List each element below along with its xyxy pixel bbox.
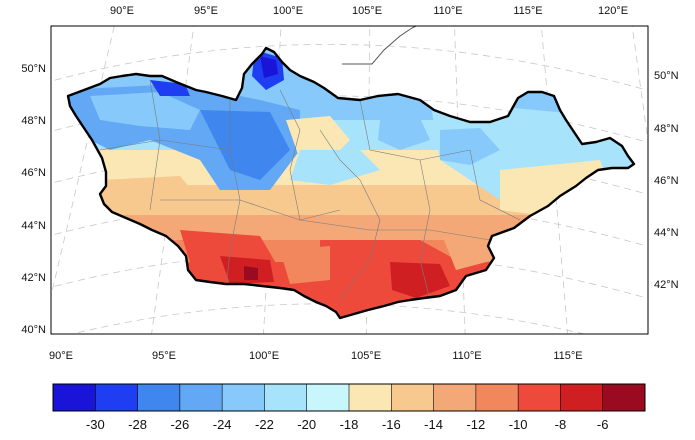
colorbar-label: -20 <box>297 417 316 432</box>
colorbar-swatch <box>137 384 181 411</box>
left-lat-label: 46°N <box>21 167 46 179</box>
top-lon-label: 100°E <box>273 5 303 17</box>
right-latitude-axis: 50°N 48°N 46°N 44°N 42°N <box>654 70 679 291</box>
colorbar-swatch <box>560 384 604 411</box>
bottom-lon-label: 90°E <box>49 350 73 362</box>
colorbar-swatch <box>391 384 434 411</box>
top-lon-label: 120°E <box>598 5 628 17</box>
colorbar-label: -30 <box>86 417 105 432</box>
colorbar-label: -24 <box>213 417 232 432</box>
temperature-field <box>68 48 634 318</box>
left-latitude-axis: 50°N 48°N 46°N 44°N 42°N 40°N <box>21 63 46 336</box>
right-lat-label: 42°N <box>654 279 679 291</box>
bottom-lon-label: 115°E <box>553 350 582 362</box>
left-lat-label: 50°N <box>21 63 46 75</box>
colorbar-swatch <box>518 384 561 411</box>
left-lat-label: 40°N <box>21 324 46 336</box>
colorbar-swatch <box>179 384 223 411</box>
right-lat-label: 48°N <box>654 123 679 135</box>
bottom-lon-label: 95°E <box>152 350 176 362</box>
colorbar-label: -6 <box>597 417 609 432</box>
colorbar-swatch <box>602 384 646 411</box>
colorbar-label: -8 <box>555 417 567 432</box>
top-lon-label: 90°E <box>110 5 134 17</box>
colorbar-swatch <box>306 384 350 411</box>
right-lat-label: 44°N <box>654 227 679 239</box>
top-lon-label: 110°E <box>433 5 462 17</box>
bottom-lon-label: 105°E <box>351 350 381 362</box>
colorbar-swatch <box>349 384 392 411</box>
province-boundaries <box>99 79 521 301</box>
colorbar-label: -28 <box>128 417 147 432</box>
colorbar-label: -18 <box>340 417 359 432</box>
bottom-lon-label: 100°E <box>249 350 279 362</box>
colorbar-label: -12 <box>466 417 485 432</box>
colorbar-label: -22 <box>255 417 274 432</box>
top-longitude-axis: 90°E 95°E 100°E 105°E 110°E 115°E 120°E <box>110 5 628 17</box>
colorbar: -30 -28 -26 -24 -22 -20 -18 -16 -14 -12 -10 -8 -6 <box>52 383 646 432</box>
colorbar-swatch <box>475 384 519 411</box>
colorbar-swatch <box>222 384 265 411</box>
top-lon-label: 105°E <box>352 5 382 17</box>
right-lat-label: 50°N <box>654 70 679 82</box>
bottom-lon-label: 110°E <box>452 350 481 362</box>
neighbor-border-line <box>342 25 417 65</box>
top-lon-label: 115°E <box>513 5 542 17</box>
colorbar-label: -26 <box>170 417 189 432</box>
colorbar-label: -14 <box>424 417 443 432</box>
bottom-longitude-axis: 90°E 95°E 100°E 105°E 110°E 115°E <box>49 350 583 362</box>
top-lon-label: 95°E <box>194 5 218 17</box>
left-lat-label: 42°N <box>21 272 46 284</box>
colorbar-swatch <box>433 384 477 411</box>
colorbar-swatch <box>264 384 308 411</box>
colorbar-swatch <box>53 384 96 411</box>
colorbar-label: -10 <box>509 417 528 432</box>
colorbar-label: -16 <box>382 417 401 432</box>
left-lat-label: 44°N <box>21 220 46 232</box>
left-lat-label: 48°N <box>21 115 46 127</box>
map-frame <box>50 25 649 335</box>
right-lat-label: 46°N <box>654 175 679 187</box>
colorbar-swatch <box>95 384 138 411</box>
